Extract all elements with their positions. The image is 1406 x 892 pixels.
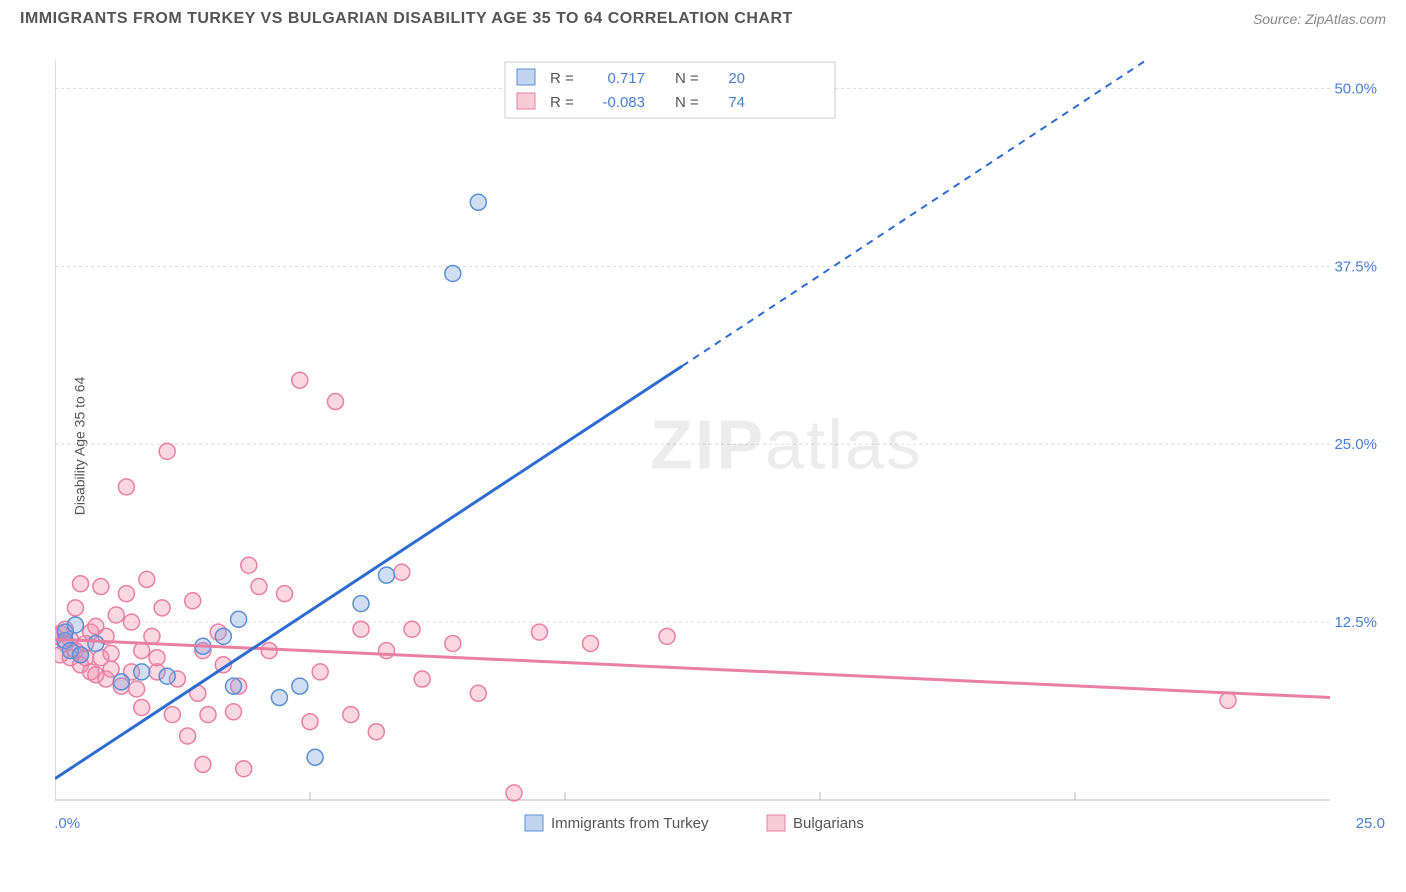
- data-point-bulgarians: [368, 724, 384, 740]
- data-point-bulgarians: [180, 728, 196, 744]
- data-point-bulgarians: [159, 443, 175, 459]
- y-tick-label: 37.5%: [1334, 258, 1377, 275]
- data-point-bulgarians: [251, 579, 267, 595]
- data-point-bulgarians: [93, 579, 109, 595]
- data-point-bulgarians: [124, 614, 140, 630]
- data-point-bulgarians: [312, 664, 328, 680]
- data-point-bulgarians: [103, 645, 119, 661]
- data-point-turkey: [159, 668, 175, 684]
- legend-n-value: 20: [728, 70, 745, 87]
- data-point-bulgarians: [67, 600, 83, 616]
- data-point-bulgarians: [353, 621, 369, 637]
- data-point-turkey: [470, 194, 486, 210]
- legend-swatch: [517, 93, 535, 109]
- data-point-bulgarians: [292, 372, 308, 388]
- x-tick-label: 0.0%: [55, 815, 80, 832]
- data-point-bulgarians: [659, 628, 675, 644]
- data-point-bulgarians: [236, 761, 252, 777]
- data-point-bulgarians: [73, 576, 89, 592]
- bottom-legend-swatch: [525, 815, 543, 831]
- source-attribution: Source: ZipAtlas.com: [1253, 11, 1386, 27]
- legend-swatch: [517, 69, 535, 85]
- data-point-turkey: [134, 664, 150, 680]
- data-point-bulgarians: [343, 707, 359, 723]
- data-point-turkey: [271, 690, 287, 706]
- data-point-turkey: [307, 749, 323, 765]
- data-point-bulgarians: [118, 479, 134, 495]
- legend-r-value: 0.717: [607, 70, 645, 87]
- data-point-bulgarians: [154, 600, 170, 616]
- legend-r-label: R =: [550, 94, 574, 111]
- data-point-bulgarians: [200, 707, 216, 723]
- data-point-bulgarians: [404, 621, 420, 637]
- data-point-bulgarians: [302, 714, 318, 730]
- data-point-turkey: [73, 647, 89, 663]
- bottom-legend-swatch: [767, 815, 785, 831]
- bottom-legend-label: Bulgarians: [793, 815, 864, 832]
- watermark: ZIPatlas: [650, 406, 923, 484]
- data-point-bulgarians: [532, 624, 548, 640]
- x-tick-label: 25.0%: [1356, 815, 1385, 832]
- data-point-bulgarians: [226, 704, 242, 720]
- data-point-bulgarians: [185, 593, 201, 609]
- data-point-turkey: [292, 678, 308, 694]
- data-point-turkey: [231, 611, 247, 627]
- data-point-bulgarians: [108, 607, 124, 623]
- data-point-turkey: [445, 265, 461, 281]
- data-point-bulgarians: [583, 635, 599, 651]
- data-point-bulgarians: [445, 635, 461, 651]
- data-point-bulgarians: [277, 586, 293, 602]
- scatter-chart: 12.5% 25.0% 37.5% 50.0% 0.0% 25.0% ZIPatlas R =…: [55, 50, 1385, 840]
- data-point-turkey: [67, 617, 83, 633]
- data-point-bulgarians: [134, 643, 150, 659]
- data-point-turkey: [353, 596, 369, 612]
- y-tick-label: 12.5%: [1334, 614, 1377, 631]
- data-point-bulgarians: [139, 571, 155, 587]
- legend-r-value: -0.083: [602, 94, 645, 111]
- data-point-bulgarians: [328, 394, 344, 410]
- data-point-bulgarians: [195, 756, 211, 772]
- data-point-bulgarians: [164, 707, 180, 723]
- data-point-bulgarians: [1220, 692, 1236, 708]
- legend-n-label: N =: [675, 94, 699, 111]
- data-point-bulgarians: [394, 564, 410, 580]
- data-point-bulgarians: [149, 650, 165, 666]
- data-point-turkey: [215, 628, 231, 644]
- data-point-bulgarians: [241, 557, 257, 573]
- data-point-turkey: [379, 567, 395, 583]
- legend-n-label: N =: [675, 70, 699, 87]
- y-tick-label: 50.0%: [1334, 80, 1377, 97]
- legend-r-label: R =: [550, 70, 574, 87]
- data-point-bulgarians: [379, 643, 395, 659]
- data-point-bulgarians: [129, 681, 145, 697]
- data-point-bulgarians: [470, 685, 486, 701]
- data-point-turkey: [113, 674, 129, 690]
- data-point-bulgarians: [414, 671, 430, 687]
- data-point-bulgarians: [134, 700, 150, 716]
- legend-n-value: 74: [728, 94, 745, 111]
- data-point-turkey: [88, 635, 104, 651]
- y-tick-label: 25.0%: [1334, 436, 1377, 453]
- chart-title: IMMIGRANTS FROM TURKEY VS BULGARIAN DISA…: [20, 10, 793, 28]
- data-point-bulgarians: [118, 586, 134, 602]
- data-point-turkey: [226, 678, 242, 694]
- bottom-legend-label: Immigrants from Turkey: [551, 815, 709, 832]
- data-point-bulgarians: [506, 785, 522, 801]
